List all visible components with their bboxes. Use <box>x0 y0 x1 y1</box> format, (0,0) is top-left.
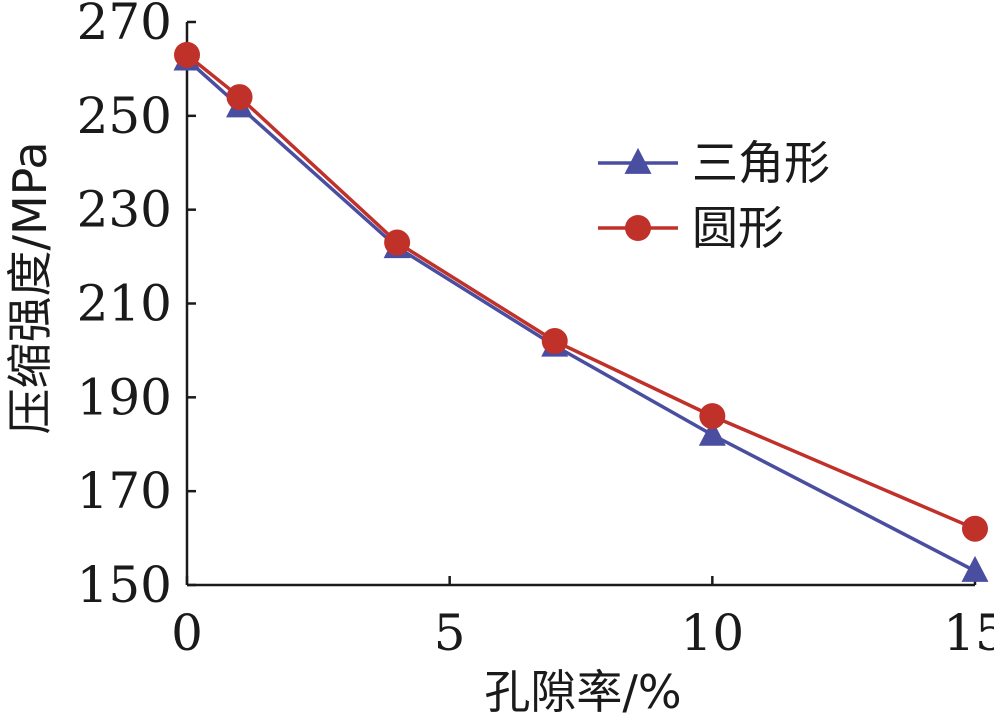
y-tick-label: 230 <box>77 181 172 239</box>
legend-item-triangle: 三角形 <box>598 136 830 190</box>
legend-label: 三角形 <box>692 136 830 190</box>
y-tick-label: 270 <box>77 0 172 51</box>
data-point <box>226 84 253 111</box>
data-point <box>541 328 568 355</box>
axes <box>185 22 975 587</box>
y-axis-ticks: 150 170 190 210 230 250 270 <box>77 0 196 614</box>
x-tick-label: 15 <box>943 604 994 662</box>
series-line <box>185 53 976 531</box>
series-triangle <box>173 44 989 582</box>
x-axis-title: 孔隙率/% <box>484 665 681 719</box>
y-tick-label: 190 <box>77 368 172 426</box>
series-line <box>185 58 976 573</box>
x-tick-label: 10 <box>681 604 745 662</box>
legend-item-circle: 圆形 <box>598 201 784 255</box>
data-point <box>699 403 726 430</box>
x-tick-label: 0 <box>171 604 203 662</box>
y-axis-title: 压缩强度/MPa <box>3 141 57 434</box>
y-tick-label: 250 <box>77 87 172 145</box>
y-tick-label: 150 <box>77 556 172 614</box>
data-point <box>961 555 989 582</box>
legend-label: 圆形 <box>692 201 784 255</box>
x-axis-ticks: 0 5 10 15 <box>171 576 994 662</box>
data-point <box>384 229 411 256</box>
legend-marker <box>624 147 652 174</box>
series-circle <box>174 41 988 542</box>
data-point <box>174 41 200 68</box>
y-tick-label: 210 <box>77 275 172 333</box>
data-point <box>698 419 726 446</box>
y-tick-label: 170 <box>77 462 172 520</box>
x-tick-label: 5 <box>434 604 466 662</box>
legend-marker <box>625 215 651 241</box>
plot-area <box>173 41 989 582</box>
data-point <box>962 515 988 542</box>
